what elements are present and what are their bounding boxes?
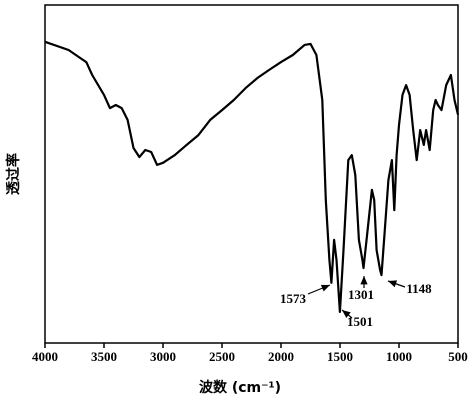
x-tick-label: 1500 (327, 349, 353, 364)
x-tick-label: 3500 (91, 349, 117, 364)
peak-arrow (341, 309, 353, 319)
x-axis-label: 波数 (cm⁻¹) (199, 379, 281, 396)
peak-arrow (387, 280, 406, 288)
peak-label: 1148 (406, 281, 432, 296)
spectrum-line (44, 40, 460, 313)
peak-label: 1501 (347, 314, 373, 329)
x-tick-label: 3000 (150, 349, 176, 364)
x-tick-label: 1000 (386, 349, 412, 364)
x-tick-label: 2500 (209, 349, 235, 364)
peak-label: 1301 (348, 287, 374, 302)
x-tick-label: 2000 (268, 349, 294, 364)
peak-arrow (307, 284, 331, 295)
x-tick-label: 4000 (32, 349, 58, 364)
peak-label: 1573 (280, 291, 307, 306)
x-tick-label: 500 (448, 349, 468, 364)
y-axis-label: 透过率 (5, 153, 22, 195)
plot-frame (44, 4, 459, 344)
